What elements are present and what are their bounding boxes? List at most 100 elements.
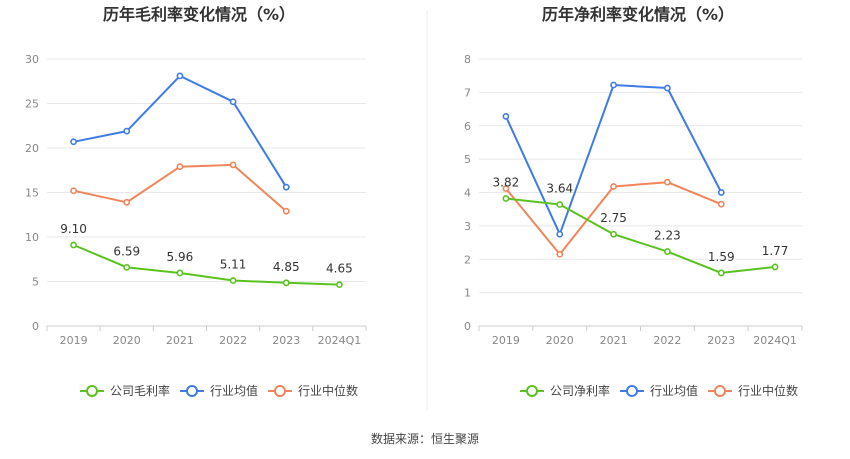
data-point: [176, 72, 184, 80]
legend-item: 行业均值: [620, 383, 698, 398]
data-point: [229, 98, 237, 106]
data-point: [282, 207, 290, 215]
y-tick-label: 6: [464, 120, 471, 133]
legend-label: 行业中位数: [738, 383, 798, 398]
y-tick-label: 7: [464, 86, 471, 99]
chart-panel-2: 历年净利率变化情况（%） 0 1 2 3 4 5 6 7 8 2019 2020 2021 2022 202…: [464, 5, 803, 398]
data-point: [123, 263, 131, 271]
data-label: 3.82: [493, 176, 520, 190]
data-label: 6.59: [113, 244, 140, 258]
data-point: [717, 269, 725, 277]
legend-label: 行业均值: [650, 383, 698, 398]
x-tick-label: 2021: [166, 334, 194, 347]
x-tick-label: 2024Q1: [753, 334, 797, 347]
y-tick-label: 0: [32, 320, 39, 333]
x-tick-label: 2022: [219, 334, 247, 347]
y-tick-label: 0: [464, 320, 471, 333]
legend-marker: [186, 385, 198, 397]
legend-label: 行业均值: [210, 383, 258, 398]
source-note: 数据来源：恒生聚源: [371, 431, 479, 446]
data-point: [610, 81, 617, 89]
legend-marker: [714, 385, 726, 397]
data-point: [229, 161, 237, 169]
data-point: [502, 113, 510, 120]
data-point: [229, 277, 237, 284]
data-label: 5.96: [167, 250, 194, 264]
data-point: [610, 183, 617, 190]
data-point: [176, 269, 184, 277]
series-line: [73, 163, 287, 212]
y-tick-label: 8: [464, 53, 471, 66]
legend-marker: [626, 385, 638, 397]
legend-marker: [86, 385, 98, 397]
legend-label: 行业中位数: [298, 383, 358, 398]
data-point: [556, 201, 564, 208]
data-point: [717, 200, 725, 208]
chart-title: 历年毛利率变化情况（%）: [103, 5, 295, 24]
y-tick-label: 4: [464, 187, 471, 200]
data-point: [556, 250, 564, 258]
y-tick-label: 30: [25, 53, 39, 66]
data-point: [664, 178, 671, 186]
y-tick-label: 5: [32, 276, 39, 289]
legend-item: 公司毛利率: [80, 383, 170, 398]
legend-marker: [274, 385, 286, 397]
legend-item: 行业中位数: [268, 383, 358, 398]
x-tick-label: 2020: [546, 334, 574, 347]
data-point: [282, 279, 290, 287]
data-label: 9.10: [60, 222, 87, 236]
legend-label: 公司毛利率: [110, 383, 170, 398]
x-tick-label: 2019: [492, 334, 520, 347]
y-tick-label: 20: [25, 142, 39, 155]
data-label: 2.23: [654, 229, 681, 243]
data-point: [123, 127, 131, 135]
chart-title: 历年净利率变化情况（%）: [542, 5, 734, 24]
legend-item: 行业中位数: [708, 383, 798, 398]
series-line: [73, 244, 340, 286]
x-tick-label: 2022: [653, 334, 681, 347]
x-tick-label: 2023: [707, 334, 735, 347]
data-label: 4.85: [273, 260, 300, 274]
x-tick-label: 2023: [272, 334, 300, 347]
series-line: [505, 197, 776, 274]
y-tick-label: 5: [464, 153, 471, 166]
legend-marker: [526, 385, 538, 397]
data-point: [771, 263, 779, 271]
data-point: [610, 230, 617, 238]
data-label: 4.65: [326, 262, 353, 276]
x-tick-label: 2024Q1: [318, 334, 362, 347]
data-label: 3.64: [546, 182, 573, 196]
y-tick-label: 2: [464, 253, 471, 266]
chart-panel-1: 历年毛利率变化情况（%） 0 5 10 15 20 25 30 2019 2020 2021 2022…: [25, 5, 367, 398]
x-tick-label: 2020: [113, 334, 141, 347]
data-point: [70, 138, 77, 146]
x-tick-label: 2019: [60, 334, 88, 347]
data-point: [282, 183, 290, 191]
data-point: [70, 187, 77, 195]
data-label: 1.59: [708, 250, 735, 264]
data-point: [502, 195, 510, 202]
y-tick-label: 1: [464, 287, 471, 300]
data-point: [336, 281, 343, 289]
legend-label: 公司净利率: [550, 383, 610, 398]
data-label: 2.75: [600, 211, 627, 225]
legend-item: 行业均值: [180, 383, 258, 398]
y-tick-label: 3: [464, 220, 471, 233]
data-point: [502, 185, 510, 192]
legend-item: 公司净利率: [520, 383, 610, 398]
series-line: [73, 74, 288, 188]
y-tick-label: 10: [25, 231, 39, 244]
data-point: [717, 189, 725, 196]
data-point: [664, 84, 671, 92]
data-point: [123, 198, 131, 206]
y-tick-label: 15: [25, 187, 39, 200]
data-label: 5.11: [220, 258, 247, 272]
y-tick-label: 25: [25, 98, 39, 111]
data-label: 1.77: [762, 244, 789, 258]
data-point: [70, 241, 77, 249]
data-point: [556, 230, 564, 238]
x-tick-label: 2021: [600, 334, 628, 347]
data-point: [176, 163, 184, 171]
